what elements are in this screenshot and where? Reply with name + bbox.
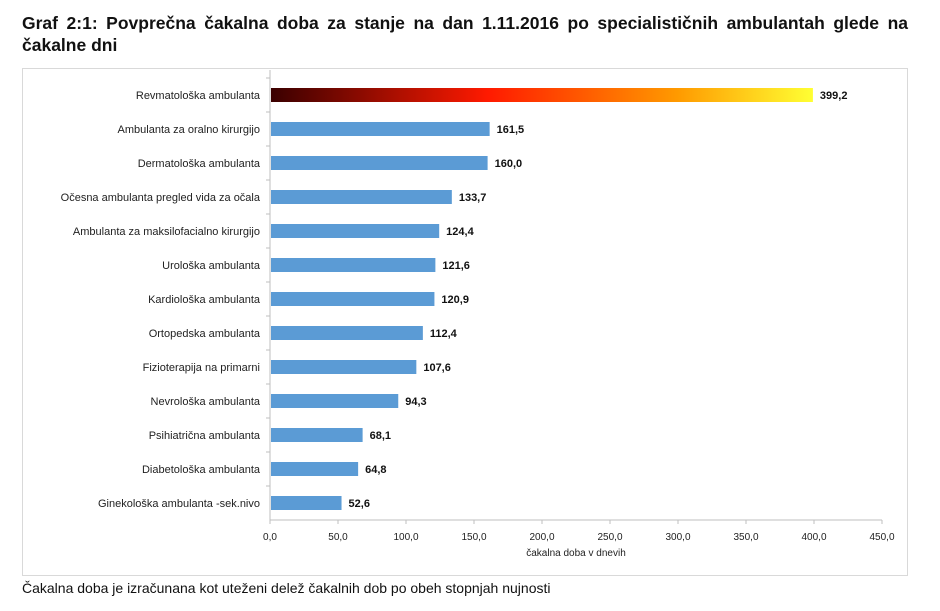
data-label: 133,7	[459, 192, 487, 204]
category-label: Ambulanta za maksilofacialno kirurgijo	[73, 226, 260, 238]
data-label: 160,0	[495, 158, 523, 170]
data-label: 64,8	[365, 464, 386, 476]
bar	[271, 496, 342, 510]
x-axis-title: čakalna doba v dnevih	[526, 548, 626, 559]
bar	[271, 462, 359, 476]
x-tick-label: 300,0	[665, 532, 690, 543]
category-label: Urološka ambulanta	[162, 260, 261, 272]
category-label: Psihiatrična ambulanta	[149, 430, 261, 442]
bar	[271, 326, 423, 340]
x-tick-label: 150,0	[461, 532, 486, 543]
x-tick-label: 450,0	[869, 532, 894, 543]
category-label: Dermatološka ambulanta	[138, 158, 261, 170]
data-label: 399,2	[820, 90, 848, 102]
category-label: Fizioterapija na primarni	[143, 362, 260, 374]
data-label: 68,1	[370, 430, 391, 442]
x-tick-label: 250,0	[597, 532, 622, 543]
data-label: 94,3	[405, 396, 426, 408]
data-label: 107,6	[423, 362, 451, 374]
data-label: 124,4	[446, 226, 474, 238]
category-label: Ambulanta za oralno kirurgijo	[118, 124, 260, 136]
data-label: 120,9	[441, 294, 469, 306]
bar	[271, 428, 363, 442]
chart-title: Graf 2:1: Povprečna čakalna doba za stan…	[22, 13, 908, 55]
bar	[271, 224, 440, 238]
x-tick-label: 100,0	[393, 532, 418, 543]
category-label: Očesna ambulanta pregled vida za očala	[61, 192, 261, 204]
category-label: Ginekološka ambulanta -sek.nivo	[98, 498, 260, 510]
bar	[271, 394, 399, 408]
x-tick-label: 0,0	[263, 532, 277, 543]
bar	[271, 122, 490, 136]
caption: Čakalna doba je izračunana kot uteženi d…	[22, 580, 551, 596]
bar	[271, 190, 452, 204]
data-label: 112,4	[430, 328, 458, 340]
category-label: Nevrološka ambulanta	[151, 396, 261, 408]
bar	[271, 88, 813, 102]
bar	[271, 360, 417, 374]
category-label: Diabetološka ambulanta	[142, 464, 261, 476]
bar	[271, 156, 488, 170]
x-tick-label: 50,0	[328, 532, 348, 543]
data-label: 52,6	[349, 498, 370, 510]
x-tick-label: 350,0	[733, 532, 758, 543]
x-tick-label: 400,0	[801, 532, 826, 543]
x-tick-label: 200,0	[529, 532, 554, 543]
bar	[271, 292, 435, 306]
bar	[271, 258, 436, 272]
data-label: 121,6	[442, 260, 470, 272]
data-label: 161,5	[497, 124, 525, 136]
category-label: Revmatološka ambulanta	[136, 90, 261, 102]
chart-frame	[22, 68, 908, 576]
category-label: Kardiološka ambulanta	[148, 294, 261, 306]
category-label: Ortopedska ambulanta	[149, 328, 261, 340]
